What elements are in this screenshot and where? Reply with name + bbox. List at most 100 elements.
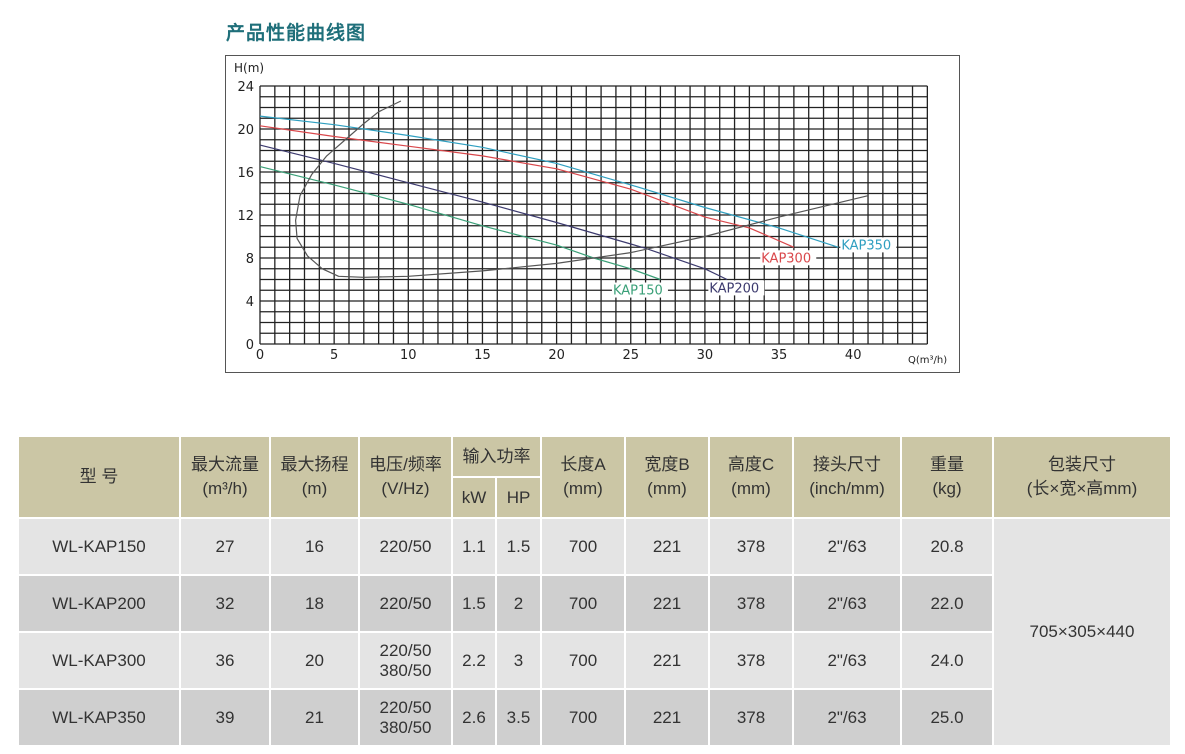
cell-weight: 24.0 (902, 633, 992, 688)
cell-weight: 25.0 (902, 690, 992, 745)
voltage-1: 220/50 (379, 640, 432, 660)
series-label: KAP200 (709, 281, 759, 296)
cell-weight: 20.8 (902, 519, 992, 574)
x-tick-label: 25 (622, 348, 639, 363)
header-max-flow: 最大流量 (m³/h) (181, 437, 269, 517)
cell-voltage: 220/50 380/50 (360, 690, 451, 745)
cell-c: 378 (710, 519, 792, 574)
cell-flow: 39 (181, 690, 269, 745)
x-tick-label: 0 (256, 348, 264, 363)
cell-conn: 2"/63 (794, 690, 900, 745)
spec-table: 型 号 最大流量 (m³/h) 最大扬程 (m) 电压/频率 (V/Hz) 输入功率 … (17, 435, 1172, 747)
table-row: WL-KAP350 39 21 220/50 380/50 2.6 3.5 700 221 378… (19, 690, 1170, 745)
cell-kw: 2.6 (453, 690, 495, 745)
x-axis-label: Q(m³/h) (908, 355, 947, 366)
x-tick-label: 20 (548, 348, 565, 363)
header-weight: 重量 (kg) (902, 437, 992, 517)
cell-model: WL-KAP200 (19, 576, 179, 631)
series-label: KAP300 (761, 251, 811, 266)
cell-a: 700 (542, 690, 624, 745)
y-tick-label: 20 (237, 123, 254, 138)
cell-head: 16 (271, 519, 358, 574)
cell-voltage: 220/50 380/50 (360, 633, 451, 688)
series-label: KAP150 (613, 284, 663, 299)
header-row: 型 号 最大流量 (m³/h) 最大扬程 (m) 电压/频率 (V/Hz) 输入功率 … (19, 437, 1170, 517)
y-tick-label: 24 (237, 80, 254, 95)
cell-head: 20 (271, 633, 358, 688)
table-row: WL-KAP150 27 16 220/50 1.1 1.5 700 221 378 2"/63 2… (19, 519, 1170, 745)
series-line-kap200 (259, 144, 728, 281)
cell-b: 221 (626, 519, 708, 574)
series-label-background (760, 250, 817, 266)
header-connector: 接头尺寸 (inch/mm) (794, 437, 900, 517)
cell-head: 21 (271, 690, 358, 745)
voltage-2: 380/50 (379, 660, 432, 680)
header-package: 包装尺寸 (长×宽×高mm) (994, 437, 1170, 517)
cell-c: 378 (710, 690, 792, 745)
cell-a: 700 (542, 576, 624, 631)
chart-title: 产品性能曲线图 (226, 22, 367, 44)
x-tick-label: 30 (697, 348, 714, 363)
cell-model: WL-KAP350 (19, 690, 179, 745)
cell-c: 378 (710, 633, 792, 688)
series-label: KAP350 (841, 238, 891, 253)
cell-weight: 22.0 (902, 576, 992, 631)
series-line-unnamed (295, 100, 869, 278)
series-label-background (840, 237, 897, 253)
cell-kw: 1.1 (453, 519, 495, 574)
chart-svg: 0 5 10 15 20 25 30 35 40 0 4 8 12 16 20 24 H(m) Q(m³/h) KA… (234, 61, 947, 366)
x-tick-label: 40 (845, 348, 862, 363)
x-tick-label: 35 (771, 348, 788, 363)
cell-a: 700 (542, 633, 624, 688)
cell-hp: 1.5 (497, 519, 540, 574)
header-max-head: 最大扬程 (m) (271, 437, 358, 517)
y-tick-label: 8 (246, 252, 254, 267)
series-line-kap150 (259, 166, 661, 281)
cell-kw: 1.5 (453, 576, 495, 631)
header-model: 型 号 (19, 437, 179, 517)
cell-flow: 32 (181, 576, 269, 631)
performance-chart: 0 5 10 15 20 25 30 35 40 0 4 8 12 16 20 24 H(m) Q(m³/h) KA… (225, 55, 960, 373)
y-tick-label: 16 (237, 166, 254, 181)
y-tick-label: 0 (246, 338, 254, 353)
voltage-2: 380/50 (379, 717, 432, 737)
header-length: 长度A (mm) (542, 437, 624, 517)
header-hp: HP (497, 478, 540, 517)
y-tick-label: 4 (246, 295, 254, 310)
cell-b: 221 (626, 576, 708, 631)
cell-hp: 3 (497, 633, 540, 688)
cell-conn: 2"/63 (794, 633, 900, 688)
cell-model: WL-KAP150 (19, 519, 179, 574)
header-width: 宽度B (mm) (626, 437, 708, 517)
cell-conn: 2"/63 (794, 576, 900, 631)
cell-model: WL-KAP300 (19, 633, 179, 688)
cell-conn: 2"/63 (794, 519, 900, 574)
voltage-1: 220/50 (379, 697, 432, 717)
header-height: 高度C (mm) (710, 437, 792, 517)
cell-flow: 36 (181, 633, 269, 688)
cell-hp: 3.5 (497, 690, 540, 745)
cell-b: 221 (626, 633, 708, 688)
cell-head: 18 (271, 576, 358, 631)
cell-b: 221 (626, 690, 708, 745)
series-label-background (611, 282, 668, 298)
cell-voltage: 220/50 (360, 519, 451, 574)
y-tick-label: 12 (237, 209, 254, 224)
series-label-background (708, 280, 765, 296)
x-tick-label: 5 (330, 348, 338, 363)
cell-hp: 2 (497, 576, 540, 631)
x-tick-label: 15 (474, 348, 491, 363)
cell-a: 700 (542, 519, 624, 574)
table-row: WL-KAP300 36 20 220/50 380/50 2.2 3 700 221 378 2"… (19, 633, 1170, 688)
cell-kw: 2.2 (453, 633, 495, 688)
header-power: 输入功率 (453, 437, 540, 476)
header-voltage: 电压/频率 (V/Hz) (360, 437, 451, 517)
table-row: WL-KAP200 32 18 220/50 1.5 2 700 221 378 2"/63 22.… (19, 576, 1170, 631)
cell-flow: 27 (181, 519, 269, 574)
cell-c: 378 (710, 576, 792, 631)
x-tick-label: 10 (400, 348, 417, 363)
header-kw: kW (453, 478, 495, 517)
series-line-kap300 (259, 125, 795, 248)
cell-package: 705×305×440 (994, 519, 1170, 745)
cell-voltage: 220/50 (360, 576, 451, 631)
